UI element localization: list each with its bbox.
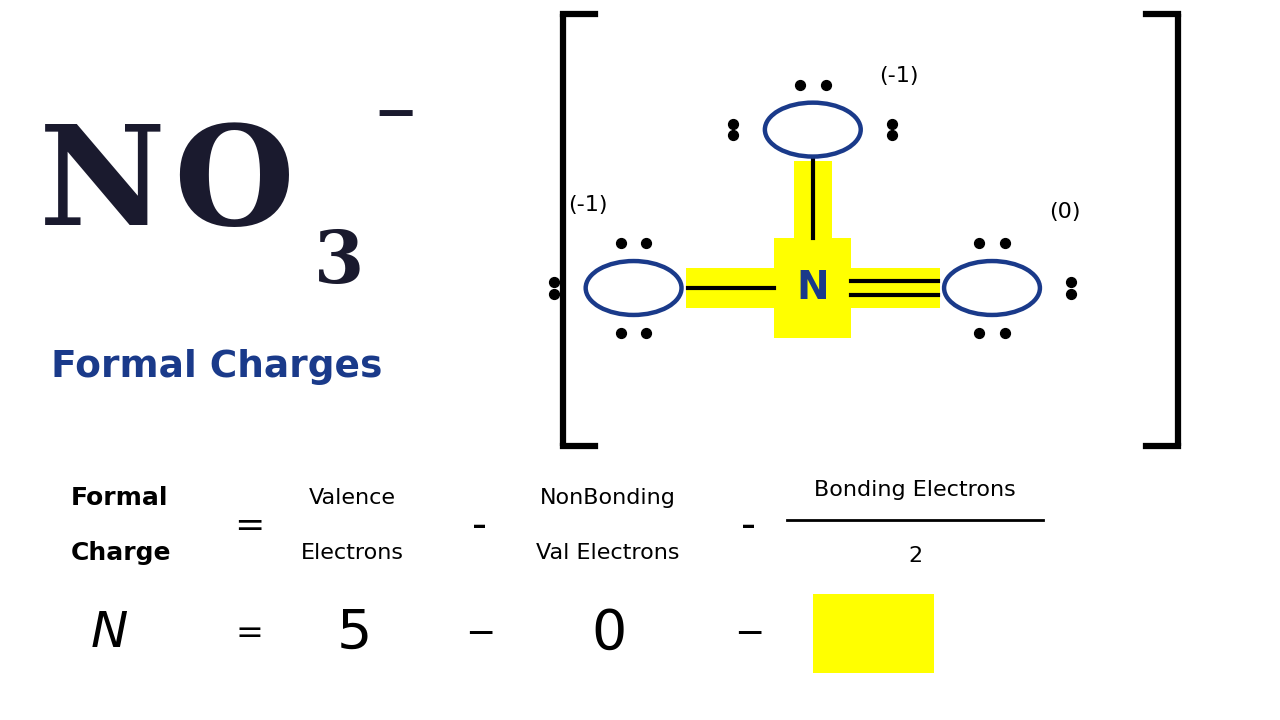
Point	[544, 288, 564, 300]
Point	[1061, 288, 1082, 300]
Point	[969, 327, 989, 338]
Bar	[813, 594, 934, 673]
Point	[969, 238, 989, 249]
Bar	[794, 161, 832, 238]
Text: Formal: Formal	[70, 486, 168, 510]
Point	[723, 130, 744, 141]
Text: 3: 3	[314, 228, 364, 298]
Text: -: -	[741, 505, 756, 546]
Text: N: N	[38, 120, 165, 254]
Point	[544, 276, 564, 288]
Point	[723, 118, 744, 130]
Text: Bonding Electrons: Bonding Electrons	[814, 480, 1016, 500]
Bar	[774, 238, 851, 338]
Text: (-1): (-1)	[568, 195, 608, 215]
Point	[882, 130, 902, 141]
Point	[636, 327, 657, 338]
Point	[815, 79, 836, 91]
Text: −: −	[733, 616, 764, 651]
Point	[995, 238, 1015, 249]
Point	[636, 238, 657, 249]
Text: −: −	[374, 90, 419, 140]
Text: 2: 2	[908, 546, 923, 566]
Text: (0): (0)	[1050, 202, 1082, 222]
Text: Charge: Charge	[70, 541, 172, 565]
Text: $\mathit{0}$: $\mathit{0}$	[591, 606, 625, 661]
Text: =: =	[236, 617, 264, 650]
Text: (-1): (-1)	[879, 66, 919, 86]
Point	[790, 79, 810, 91]
Text: =: =	[234, 508, 265, 543]
Text: −: −	[1188, 0, 1219, 7]
Text: Val Electrons: Val Electrons	[536, 543, 680, 563]
Text: Formal Charges: Formal Charges	[51, 349, 383, 385]
Bar	[686, 268, 940, 308]
Point	[611, 327, 631, 338]
Text: O: O	[173, 120, 294, 254]
Point	[611, 238, 631, 249]
Text: $\mathit{N}$: $\mathit{N}$	[90, 609, 128, 658]
Text: NonBonding: NonBonding	[540, 488, 676, 508]
Text: Electrons: Electrons	[301, 543, 403, 563]
Point	[995, 327, 1015, 338]
Text: N: N	[796, 269, 829, 307]
Text: Valence: Valence	[308, 488, 396, 508]
Text: $\mathit{5}$: $\mathit{5}$	[335, 606, 369, 661]
Text: -: -	[472, 505, 488, 546]
Text: −: −	[465, 616, 495, 651]
Point	[882, 118, 902, 130]
Point	[1061, 276, 1082, 288]
